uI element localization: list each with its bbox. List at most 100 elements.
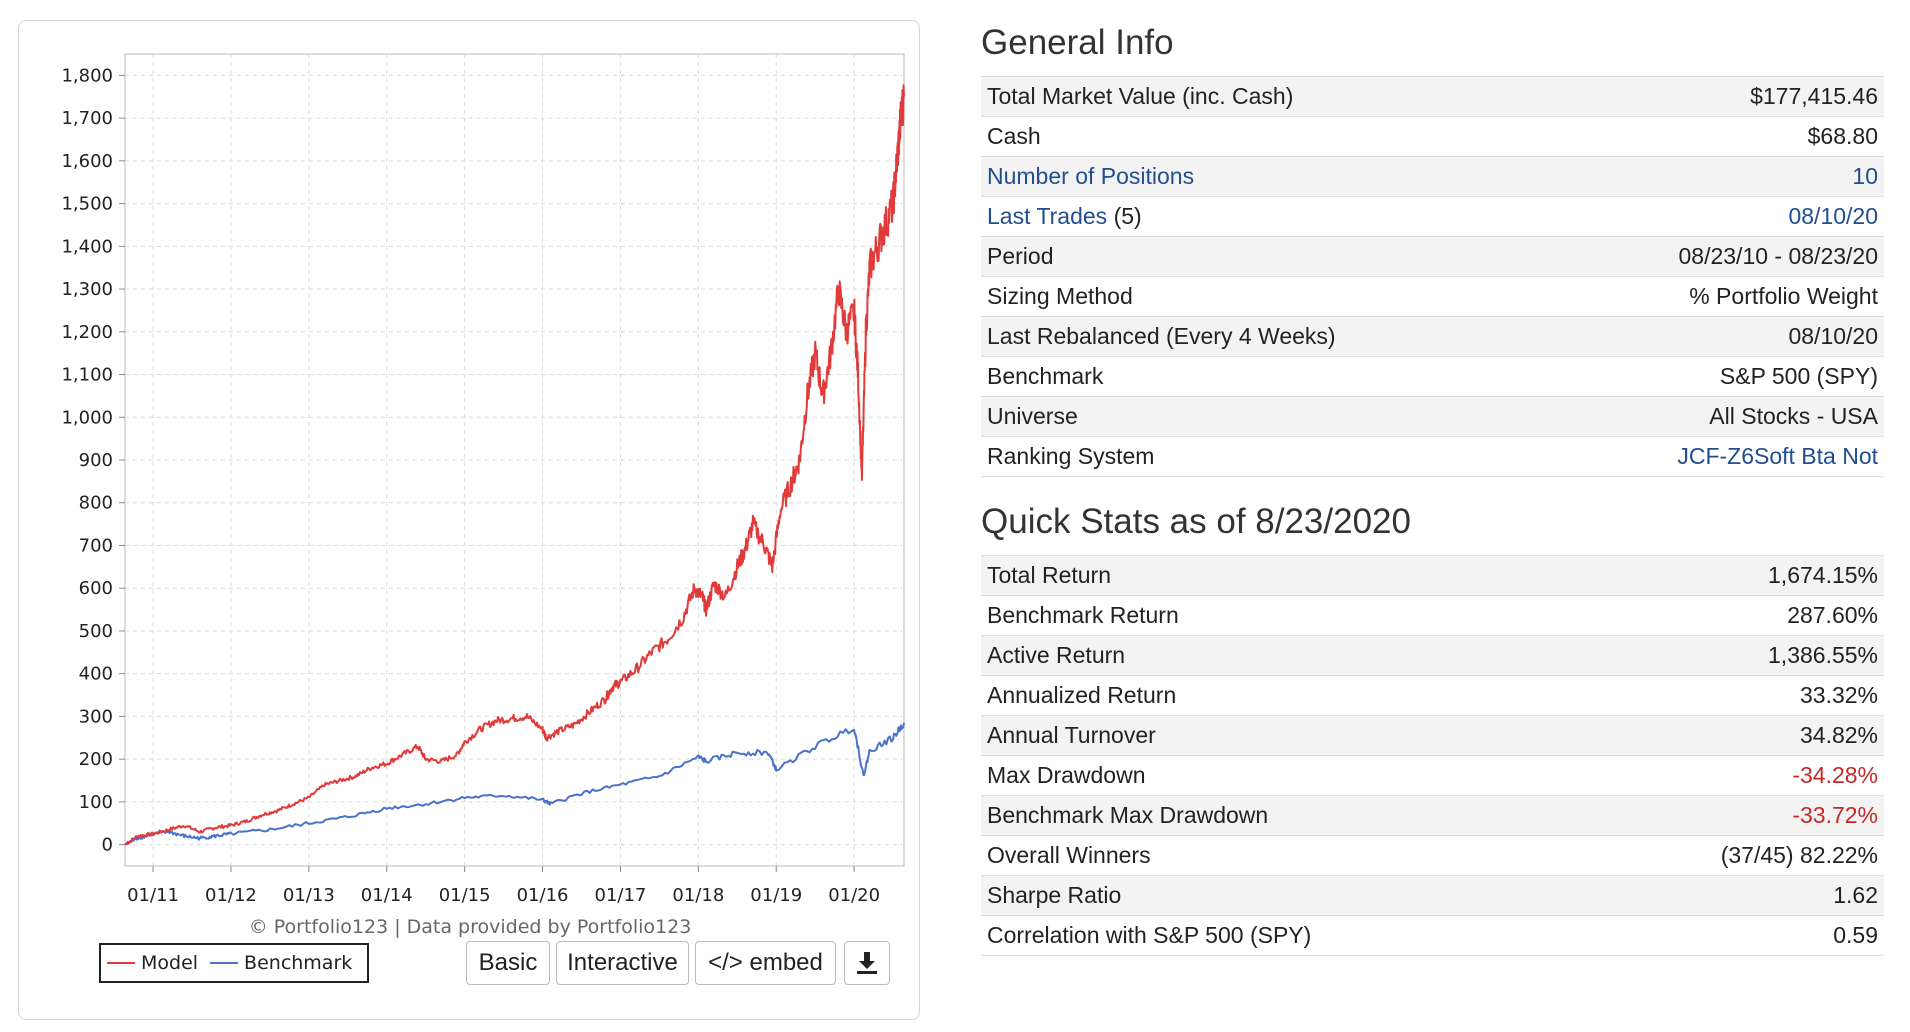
general-info-table: Total Market Value (inc. Cash) $177,415.… xyxy=(981,76,1884,477)
table-row: Benchmark S&P 500 (SPY) xyxy=(981,356,1884,397)
benchmark-max-drawdown-label: Benchmark Max Drawdown xyxy=(981,795,1582,836)
y-tick-label: 800 xyxy=(79,493,113,514)
annualized-return-label: Annualized Return xyxy=(981,675,1582,716)
x-tick-label: 01/11 xyxy=(127,885,179,906)
y-tick-label: 500 xyxy=(79,621,113,642)
y-tick-label: 900 xyxy=(79,450,113,471)
total-return-value: 1,674.15% xyxy=(1581,555,1884,596)
y-tick-label: 400 xyxy=(79,664,113,685)
period-value: 08/23/10 - 08/23/20 xyxy=(1548,236,1884,277)
table-row: Benchmark Max Drawdown -33.72% xyxy=(981,795,1884,836)
x-tick-label: 01/18 xyxy=(672,885,724,906)
benchmark-value: S&P 500 (SPY) xyxy=(1548,356,1884,397)
ranking-system-label: Ranking System xyxy=(981,436,1549,477)
x-tick-label: 01/17 xyxy=(595,885,647,906)
table-row: Last Rebalanced (Every 4 Weeks) 08/10/20 xyxy=(981,316,1884,357)
table-row: Annualized Return 33.32% xyxy=(981,675,1884,716)
total-market-value-value: $177,415.46 xyxy=(1548,76,1884,117)
number-of-positions-value-link[interactable]: 10 xyxy=(1852,163,1878,189)
sizing-method-label: Sizing Method xyxy=(981,276,1549,317)
model-series-line xyxy=(124,84,905,846)
table-row: Annual Turnover 34.82% xyxy=(981,715,1884,756)
legend-label-model: Model xyxy=(141,952,199,974)
table-row: Sizing Method % Portfolio Weight xyxy=(981,276,1884,317)
y-tick-label: 1,200 xyxy=(61,322,113,343)
last-rebalanced-label: Last Rebalanced (Every 4 Weeks) xyxy=(981,316,1549,357)
total-market-value-label: Total Market Value (inc. Cash) xyxy=(981,76,1549,117)
x-tick-label: 01/16 xyxy=(517,885,569,906)
y-tick-label: 700 xyxy=(79,535,113,556)
correlation-label: Correlation with S&P 500 (SPY) xyxy=(981,915,1582,956)
active-return-value: 1,386.55% xyxy=(1581,635,1884,676)
legend-swatch-benchmark xyxy=(210,962,239,964)
max-drawdown-label: Max Drawdown xyxy=(981,755,1582,796)
chart-legend: Model Benchmark xyxy=(99,943,369,983)
general-info-title: General Info xyxy=(981,23,1174,62)
total-return-label: Total Return xyxy=(981,555,1582,596)
interactive-button[interactable]: Interactive xyxy=(556,941,689,985)
max-drawdown-value: -34.28% xyxy=(1581,755,1884,796)
universe-value: All Stocks - USA xyxy=(1548,396,1884,437)
y-tick-label: 1,800 xyxy=(61,65,113,86)
annual-turnover-value: 34.82% xyxy=(1581,715,1884,756)
overall-winners-label: Overall Winners xyxy=(981,835,1582,876)
y-tick-label: 0 xyxy=(102,835,113,856)
period-label: Period xyxy=(981,236,1549,277)
x-tick-label: 01/12 xyxy=(205,885,257,906)
y-tick-label: 1,000 xyxy=(61,407,113,428)
last-trades-date-link[interactable]: 08/10/20 xyxy=(1788,203,1878,229)
x-tick-label: 01/14 xyxy=(361,885,413,906)
cash-label: Cash xyxy=(981,116,1549,157)
embed-button[interactable]: </> embed xyxy=(695,941,836,985)
cash-value: $68.80 xyxy=(1548,116,1884,157)
legend-entry-benchmark[interactable]: Benchmark xyxy=(210,952,352,974)
x-tick-label: 01/15 xyxy=(439,885,491,906)
legend-label-benchmark: Benchmark xyxy=(244,952,353,974)
plot-area xyxy=(124,53,905,867)
x-tick-label: 01/19 xyxy=(750,885,802,906)
info-panel: General Info Total Market Value (inc. Ca… xyxy=(981,20,1884,956)
y-tick-label: 1,700 xyxy=(61,108,113,129)
last-trades-count: (5) xyxy=(1113,203,1142,229)
active-return-label: Active Return xyxy=(981,635,1582,676)
x-tick-label: 01/20 xyxy=(828,885,880,906)
y-tick-label: 200 xyxy=(79,749,113,770)
last-rebalanced-value: 08/10/20 xyxy=(1548,316,1884,357)
table-row: Last Trades (5) 08/10/20 xyxy=(981,196,1884,237)
quick-stats-table: Total Return 1,674.15% Benchmark Return … xyxy=(981,555,1884,956)
y-tick-label: 1,400 xyxy=(61,236,113,257)
table-row: Cash $68.80 xyxy=(981,116,1884,157)
last-trades-link[interactable]: Last Trades xyxy=(987,203,1108,229)
universe-label: Universe xyxy=(981,396,1549,437)
table-row: Total Return 1,674.15% xyxy=(981,555,1884,596)
download-icon xyxy=(857,952,877,974)
y-tick-label: 100 xyxy=(79,792,113,813)
table-row: Number of Positions 10 xyxy=(981,156,1884,197)
y-tick-label: 1,600 xyxy=(61,151,113,172)
sharpe-ratio-label: Sharpe Ratio xyxy=(981,875,1582,916)
correlation-value: 0.59 xyxy=(1581,915,1884,956)
table-row: Ranking System JCF-Z6Soft Bta Not xyxy=(981,436,1884,477)
benchmark-max-drawdown-value: -33.72% xyxy=(1581,795,1884,836)
legend-entry-model[interactable]: Model xyxy=(107,952,198,974)
y-tick-label: 600 xyxy=(79,578,113,599)
annual-turnover-label: Annual Turnover xyxy=(981,715,1582,756)
y-tick-label: 300 xyxy=(79,706,113,727)
ranking-system-link[interactable]: JCF-Z6Soft Bta Not xyxy=(1677,443,1878,469)
performance-chart: 1,800 1,700 1,600 1,500 1,400 1,300 1,200 1,100… xyxy=(61,53,905,906)
table-row: Period 08/23/10 - 08/23/20 xyxy=(981,236,1884,277)
x-tick-label: 01/13 xyxy=(283,885,335,906)
annualized-return-value: 33.32% xyxy=(1581,675,1884,716)
table-row: Universe All Stocks - USA xyxy=(981,396,1884,437)
benchmark-series-line xyxy=(124,722,905,846)
number-of-positions-link[interactable]: Number of Positions xyxy=(987,163,1195,189)
table-row: Max Drawdown -34.28% xyxy=(981,755,1884,796)
benchmark-return-label: Benchmark Return xyxy=(981,595,1582,636)
sharpe-ratio-value: 1.62 xyxy=(1581,875,1884,916)
legend-swatch-model xyxy=(107,962,135,964)
basic-button[interactable]: Basic xyxy=(466,941,550,985)
quick-stats-title: Quick Stats as of 8/23/2020 xyxy=(981,502,1411,541)
table-row: Active Return 1,386.55% xyxy=(981,635,1884,676)
download-button[interactable] xyxy=(844,941,890,985)
y-tick-label: 1,300 xyxy=(61,279,113,300)
